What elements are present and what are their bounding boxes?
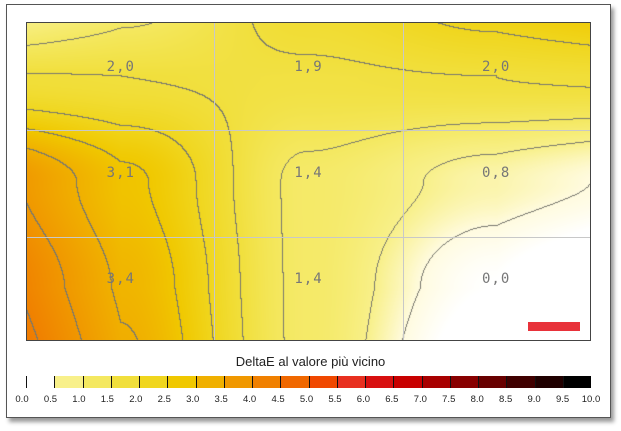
colorbar-tick-label: 1.5 — [100, 394, 114, 405]
heatmap-field — [27, 23, 590, 340]
colorbar-swatch — [421, 376, 450, 388]
cell-value-label: 0,8 — [482, 165, 511, 182]
colorbar-tick-label: 2.0 — [129, 394, 143, 405]
colorbar — [26, 376, 591, 388]
grid-line — [27, 237, 590, 238]
colorbar-swatch — [167, 376, 196, 388]
cell-value-label: 3,4 — [106, 270, 135, 287]
colorbar-swatch — [26, 376, 55, 388]
colorbar-swatch — [308, 376, 337, 388]
cell-value-label: 2,0 — [482, 59, 511, 76]
colorbar-tick-label: 7.5 — [442, 394, 456, 405]
colorbar-tick-label: 9.5 — [555, 394, 570, 405]
colorbar-swatch — [393, 376, 422, 388]
cell-value-label: 1,4 — [294, 165, 323, 182]
colorbar-tick-label: 8.0 — [470, 394, 484, 405]
colorbar-tick-label: 5.5 — [328, 394, 342, 405]
colorbar-tick-label: 1.0 — [72, 394, 86, 405]
grid-line — [403, 23, 404, 340]
colorbar-tick-label: 10.0 — [581, 394, 601, 405]
colorbar-tick-label: 9.0 — [527, 394, 541, 405]
colorbar-tick-label: 0.0 — [15, 394, 29, 405]
grid-line — [214, 23, 215, 340]
colorbar-tick-label: 6.0 — [356, 394, 370, 405]
colorbar-tick-label: 4.5 — [271, 394, 285, 405]
red-marker — [528, 322, 580, 331]
colorbar-tick-label: 2.5 — [157, 394, 171, 405]
colorbar-swatch — [54, 376, 83, 388]
colorbar-swatch — [110, 376, 139, 388]
colorbar-swatch — [478, 376, 507, 388]
cell-value-label: 3,1 — [106, 165, 135, 182]
colorbar-swatch — [139, 376, 168, 388]
colorbar-swatch — [280, 376, 309, 388]
colorbar-tick-label: 0.5 — [43, 394, 58, 405]
colorbar-tick-label: 3.0 — [186, 394, 200, 405]
cell-value-label: 0,0 — [482, 270, 511, 287]
colorbar-swatch — [534, 376, 563, 388]
colorbar-swatch — [82, 376, 111, 388]
colorbar-swatch — [562, 376, 591, 388]
colorbar-swatch — [336, 376, 365, 388]
colorbar-swatch — [365, 376, 394, 388]
colorbar-tick-label: 6.5 — [385, 394, 399, 405]
cell-value-label: 1,9 — [294, 59, 323, 76]
cell-value-label: 1,4 — [294, 270, 323, 287]
colorbar-swatch — [449, 376, 478, 388]
grid-line — [27, 130, 590, 131]
colorbar-swatch — [506, 376, 535, 388]
colorbar-title: DeltaE al valore più vicino — [235, 354, 386, 369]
colorbar-swatch — [252, 376, 281, 388]
colorbar-swatch — [223, 376, 252, 388]
colorbar-swatch — [195, 376, 224, 388]
colorbar-tick-label: 5.0 — [299, 394, 314, 405]
heatmap-plot: 2,0 1,9 2,0 3,1 1,4 0,8 3,4 1,4 0,0 — [26, 22, 591, 341]
colorbar-tick-label: 7.0 — [413, 394, 427, 405]
colorbar-tick-label: 3.5 — [214, 394, 228, 405]
colorbar-tick-label: 4.0 — [242, 394, 257, 405]
cell-value-label: 2,0 — [106, 59, 135, 76]
colorbar-tick-label: 8.5 — [499, 394, 513, 405]
